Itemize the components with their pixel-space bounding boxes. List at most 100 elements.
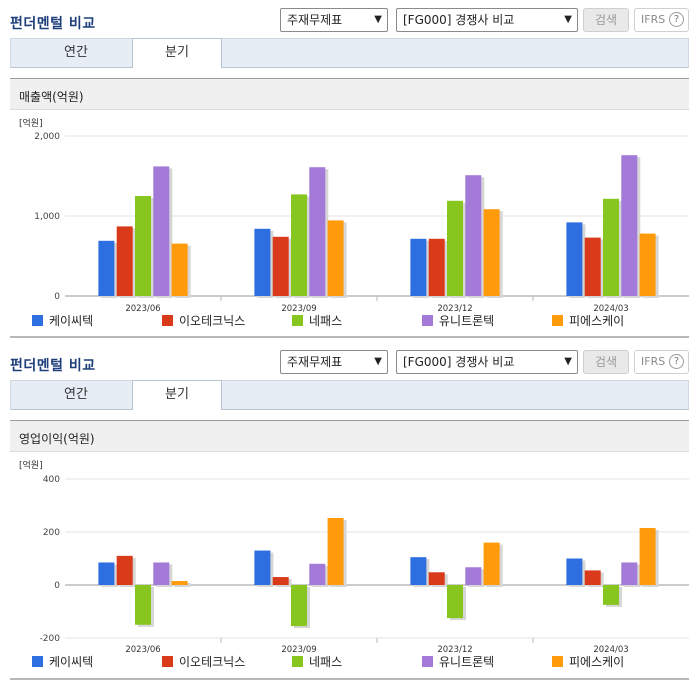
bar-2024-03-s1 — [584, 237, 601, 296]
statement-type-value: 주재무제표 — [287, 13, 343, 27]
help-icon: ? — [669, 354, 684, 369]
section-title: 영업이익(억원) — [19, 432, 95, 446]
section-header: 매출액(억원) — [10, 78, 689, 110]
bar-2023-12-s4 — [483, 209, 500, 296]
period-tabs: 연간 분기 — [10, 38, 689, 68]
x-tick-label: 2023/12 — [437, 645, 472, 655]
legend-label: 이오테크닉스 — [179, 314, 245, 328]
legend-label: 케이씨텍 — [49, 655, 93, 669]
chart-unit-label: [억원] — [19, 117, 43, 129]
y-tick-label: 0 — [54, 581, 60, 591]
bar-2023-09-s0 — [254, 228, 271, 296]
bar-2024-03-s1 — [584, 570, 601, 585]
x-tick-label: 2023/12 — [437, 304, 472, 314]
bar-2023-06-s0 — [98, 240, 115, 296]
chart-unit-label: [억원] — [19, 459, 43, 471]
ifrs-help-button[interactable]: IFRS ? — [634, 8, 689, 32]
x-tick-label: 2023/09 — [281, 304, 316, 314]
divider — [10, 336, 689, 338]
fundamental-panel-operating-profit: 펀더멘털 비교 주재무제표 ▼ [FG000] 경쟁사 비교 ▼ 검색 IFRS… — [0, 342, 696, 684]
legend-label: 유니트론텍 — [439, 655, 494, 669]
bar-shadow — [174, 583, 191, 587]
legend-label: 이오테크닉스 — [179, 655, 245, 669]
legend-label: 네패스 — [309, 314, 342, 328]
legend-swatch — [292, 656, 303, 667]
legend-swatch — [422, 315, 433, 326]
x-tick-label: 2024/03 — [593, 304, 628, 314]
panel-header: 펀더멘털 비교 주재무제표 ▼ [FG000] 경쟁사 비교 ▼ 검색 IFRS… — [0, 0, 696, 38]
y-tick-label: 2,000 — [34, 132, 60, 142]
x-tick-label: 2024/03 — [593, 645, 628, 655]
divider — [10, 678, 689, 680]
tab-quarterly[interactable]: 분기 — [132, 38, 222, 68]
section-title: 매출액(억원) — [19, 90, 84, 104]
bar-2023-09-s2 — [291, 194, 307, 296]
chevron-down-icon: ▼ — [374, 356, 382, 367]
search-button[interactable]: 검색 — [583, 350, 629, 374]
tab-annual[interactable]: 연간 — [64, 387, 88, 402]
bar-2023-06-s2 — [135, 196, 151, 296]
help-icon: ? — [669, 12, 684, 27]
bar-2024-03-s4 — [639, 528, 656, 585]
tab-quarterly[interactable]: 분기 — [132, 380, 222, 410]
chevron-down-icon: ▼ — [564, 356, 572, 367]
bar-2023-09-s4 — [327, 517, 344, 585]
y-tick-label: -200 — [40, 634, 61, 644]
statement-type-value: 주재무제표 — [287, 355, 343, 369]
bar-2023-12-s1 — [428, 572, 445, 585]
bar-2023-09-s1 — [272, 577, 289, 585]
bar-2024-03-s0 — [566, 558, 583, 585]
bar-2023-12-s2 — [447, 200, 463, 296]
bar-2024-03-s0 — [566, 222, 583, 296]
bar-2023-06-s0 — [98, 562, 115, 585]
statement-type-select[interactable]: 주재무제표 ▼ — [280, 350, 388, 374]
x-tick-label: 2023/09 — [281, 645, 316, 655]
ifrs-label: IFRS — [641, 13, 666, 26]
x-tick-label: 2023/06 — [125, 304, 160, 314]
bar-2023-06-s2 — [135, 585, 151, 625]
bar-2023-09-s3 — [309, 167, 326, 296]
tab-annual[interactable]: 연간 — [64, 45, 88, 60]
bar-2023-12-s1 — [428, 238, 445, 296]
bar-2023-06-s4 — [171, 581, 188, 585]
legend-label: 케이씨텍 — [49, 314, 93, 328]
chevron-down-icon: ▼ — [564, 14, 572, 25]
legend-swatch — [162, 315, 173, 326]
bar-2023-06-s4 — [171, 243, 188, 296]
fundamental-panel-sales: 펀더멘털 비교 주재무제표 ▼ [FG000] 경쟁사 비교 ▼ 검색 IFRS… — [0, 0, 696, 338]
period-tabs: 연간 분기 — [10, 380, 689, 410]
panel-title: 펀더멘털 비교 — [10, 16, 96, 32]
bar-2023-09-s3 — [309, 563, 326, 585]
bar-2023-12-s2 — [447, 585, 463, 619]
legend-swatch — [32, 315, 43, 326]
legend-swatch — [32, 656, 43, 667]
operating-profit-bar-chart: [억원] -200 0 200 400 2023/06 2023/09 2023/12 2024… — [19, 459, 689, 669]
legend-label: 피에스케이 — [569, 314, 624, 328]
ifrs-help-button[interactable]: IFRS ? — [634, 350, 689, 374]
ifrs-label: IFRS — [641, 355, 666, 368]
bar-2023-09-s0 — [254, 550, 271, 585]
y-tick-label: 200 — [43, 528, 60, 538]
panel-title: 펀더멘털 비교 — [10, 358, 96, 374]
bar-2023-06-s1 — [116, 226, 133, 296]
legend-label: 피에스케이 — [569, 655, 624, 669]
legend-swatch — [552, 656, 563, 667]
x-tick-label: 2023/06 — [125, 645, 160, 655]
y-tick-label: 400 — [43, 475, 60, 485]
y-tick-label: 0 — [54, 292, 60, 302]
panel-header: 펀더멘털 비교 주재무제표 ▼ [FG000] 경쟁사 비교 ▼ 검색 IFRS… — [0, 342, 696, 380]
peer-group-select[interactable]: [FG000] 경쟁사 비교 ▼ — [396, 350, 578, 374]
bar-2023-09-s2 — [291, 585, 307, 627]
chevron-down-icon: ▼ — [374, 14, 382, 25]
bar-2024-03-s3 — [621, 155, 638, 296]
statement-type-select[interactable]: 주재무제표 ▼ — [280, 8, 388, 32]
bar-2024-03-s2 — [603, 585, 619, 605]
bar-2023-06-s3 — [153, 562, 170, 585]
legend-swatch — [552, 315, 563, 326]
bar-2024-03-s3 — [621, 562, 638, 585]
search-button[interactable]: 검색 — [583, 8, 629, 32]
legend-label: 네패스 — [309, 655, 342, 669]
bar-2023-12-s3 — [465, 175, 482, 296]
peer-group-select[interactable]: [FG000] 경쟁사 비교 ▼ — [396, 8, 578, 32]
peer-group-value: [FG000] 경쟁사 비교 — [403, 355, 515, 369]
